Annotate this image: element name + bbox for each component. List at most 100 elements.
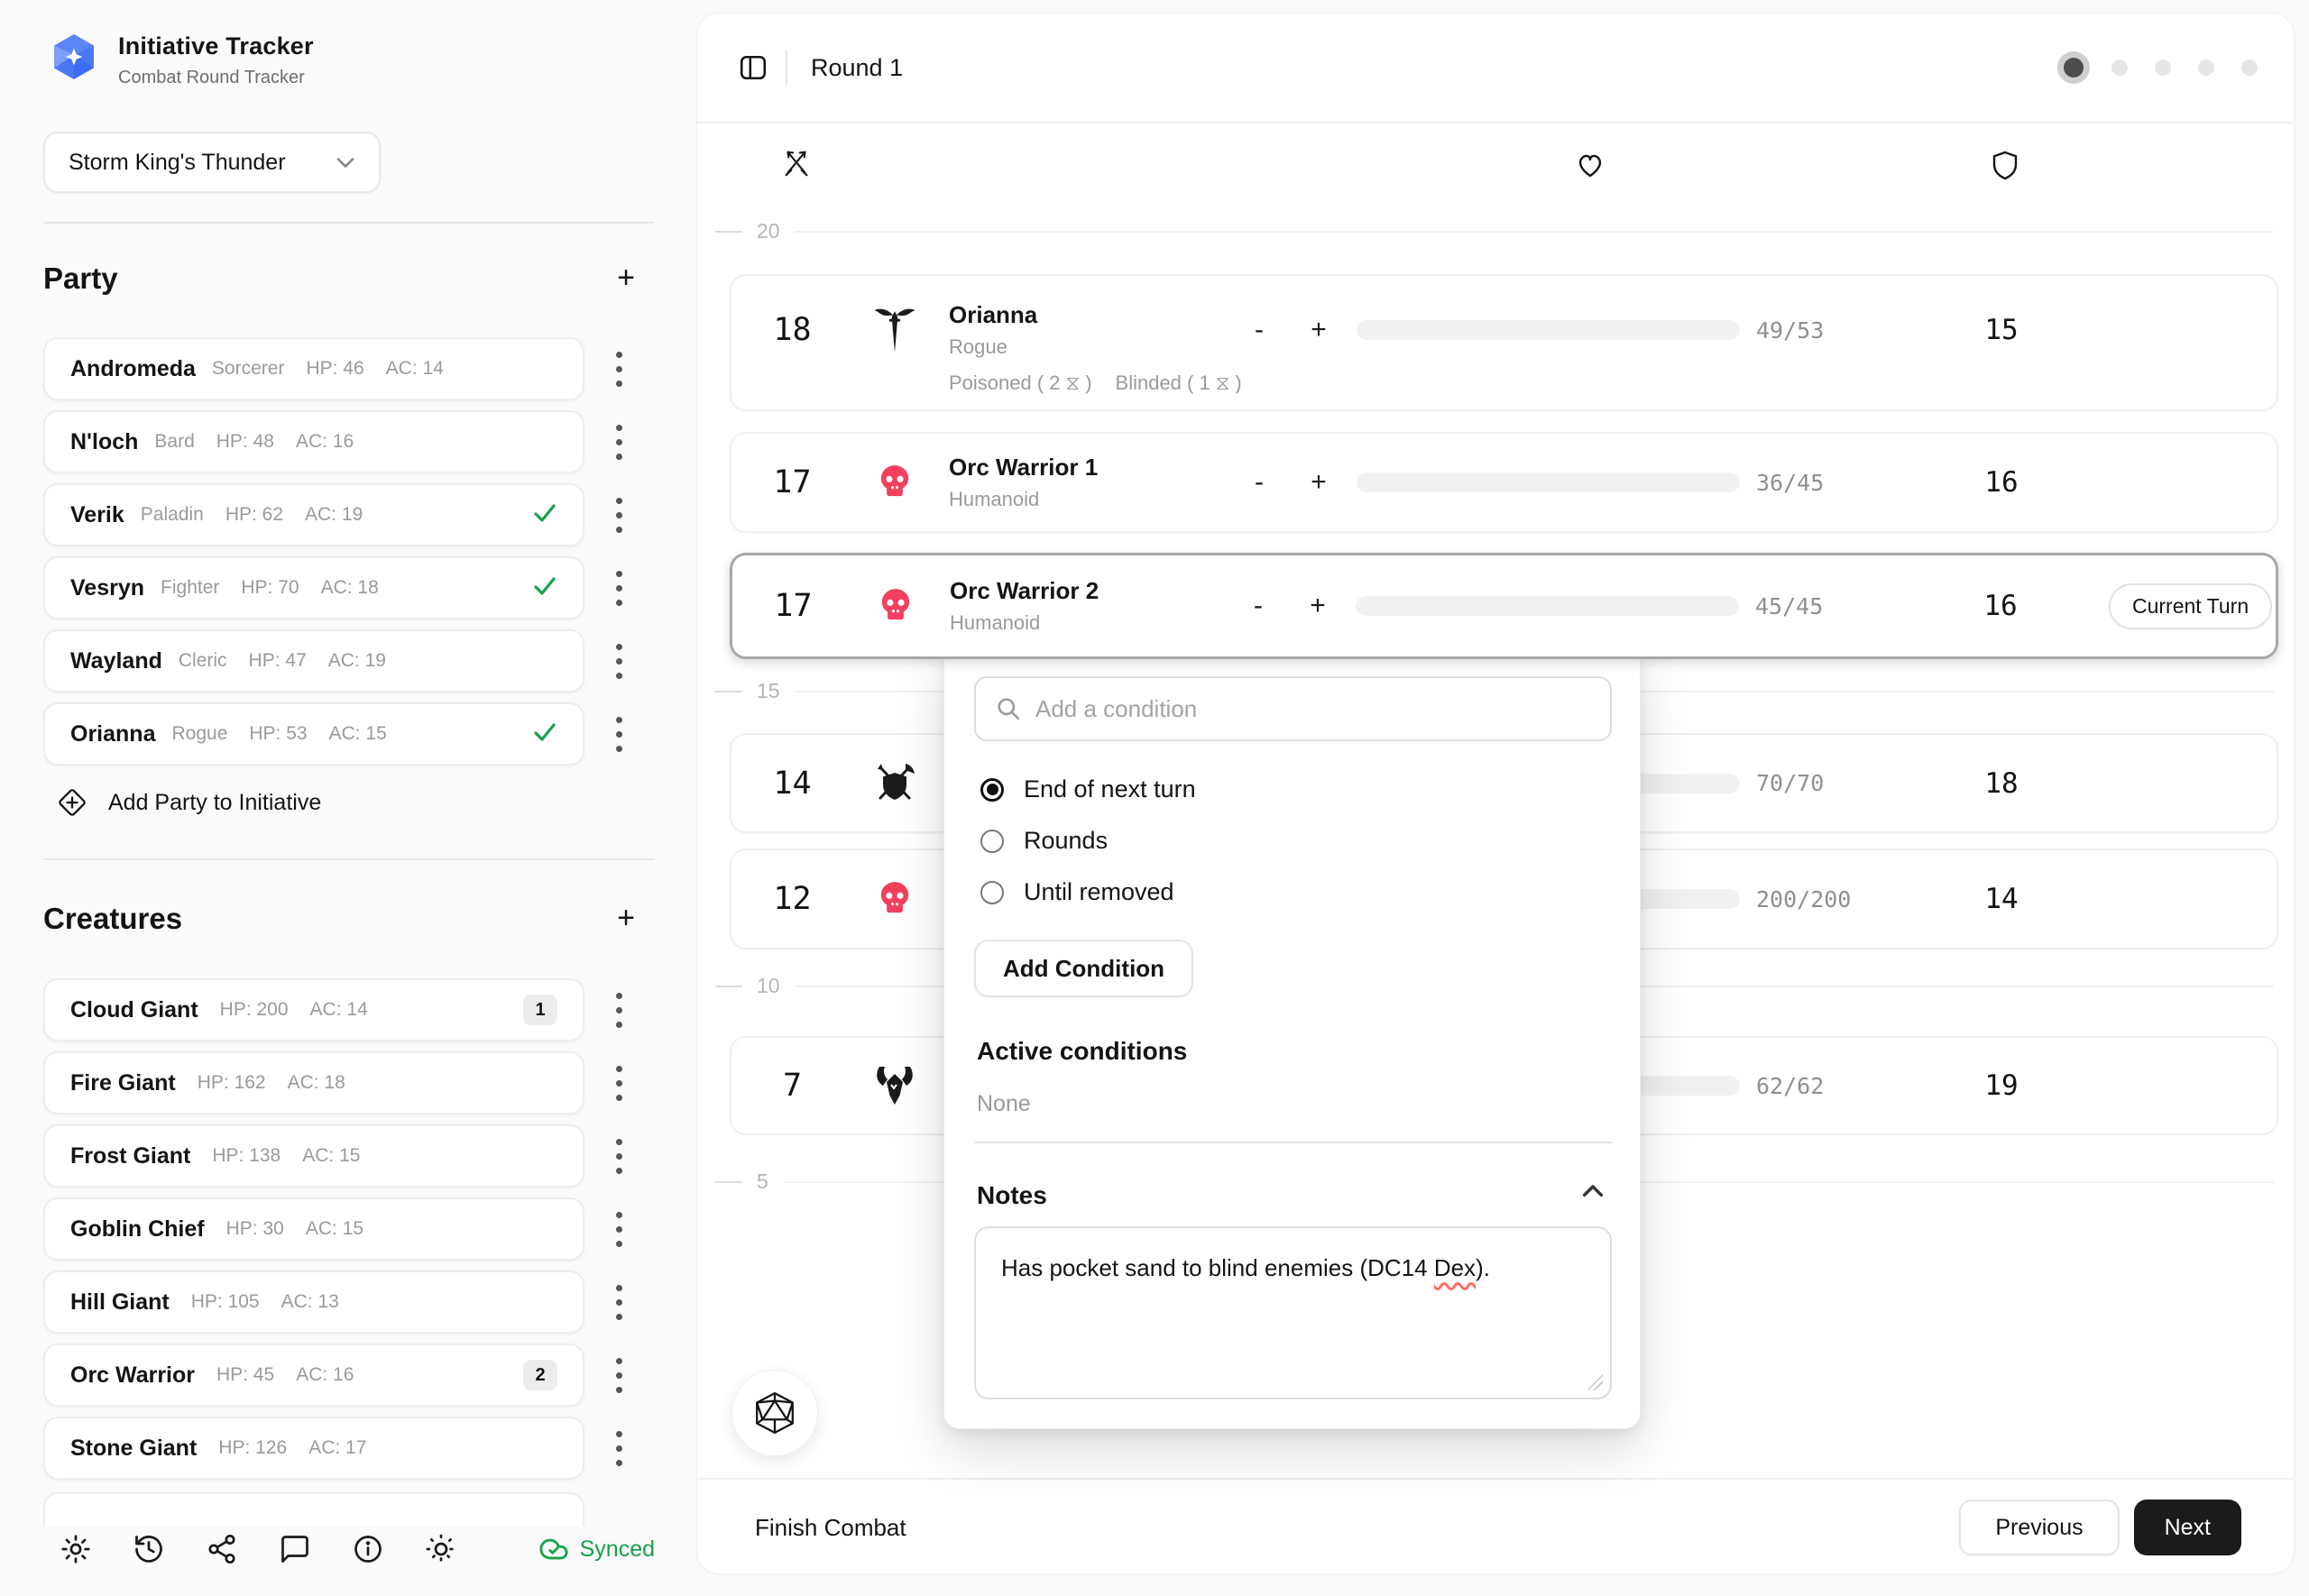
previous-turn-button[interactable]: Previous [1959, 1500, 2120, 1555]
progress-dot[interactable] [2111, 60, 2128, 76]
creature-card[interactable]: Hill Giant HP: 105 AC: 13 [43, 1270, 584, 1334]
sidebar-toggle-button[interactable] [733, 48, 773, 87]
party-member-card[interactable]: Verik Paladin HP: 62 AC: 19 [43, 483, 584, 546]
history-button[interactable] [129, 1524, 169, 1574]
add-party-to-initiative-button[interactable]: Add Party to Initiative [56, 786, 321, 819]
initiative-row[interactable]: 18 Orianna Rogue - + [730, 274, 2278, 411]
chevron-down-icon [336, 158, 354, 168]
add-creature-button[interactable]: + [617, 900, 635, 935]
radio-icon [980, 880, 1004, 904]
settings-button[interactable] [56, 1524, 96, 1574]
app-subtitle: Combat Round Tracker [118, 68, 305, 87]
duration-option-until-removed[interactable]: Until removed [980, 878, 1174, 906]
current-turn-badge: Current Turn [2109, 582, 2273, 629]
initiative-row[interactable]: 17 Orc Warrior 1 Humanoid - + 36/45 16 [730, 432, 2278, 533]
add-condition-button[interactable]: Add Condition [974, 940, 1194, 997]
hp-plus-button[interactable]: + [1310, 591, 1326, 620]
chat-button[interactable] [275, 1524, 315, 1574]
progress-dot[interactable] [2241, 60, 2258, 76]
condition-search[interactable] [974, 676, 1612, 741]
member-menu-button[interactable] [599, 641, 639, 681]
initiative-value: 17 [773, 464, 812, 500]
progress-dot[interactable] [2198, 60, 2214, 76]
active-conditions-heading: Active conditions [977, 1037, 1188, 1065]
next-turn-button[interactable]: Next [2133, 1500, 2241, 1555]
hp-minus-button[interactable]: - [1254, 591, 1263, 620]
creature-card[interactable]: Frost Giant HP: 138 AC: 15 [43, 1124, 584, 1188]
sync-status-label: Synced [579, 1536, 655, 1562]
creature-name: Cloud Giant [70, 996, 198, 1023]
resize-handle[interactable] [1587, 1374, 1603, 1390]
notes-textarea[interactable]: Has pocket sand to blind enemies (DC14 D… [974, 1226, 1612, 1399]
add-party-label: Add Party to Initiative [108, 789, 322, 815]
creature-ac: AC: 15 [302, 1145, 361, 1166]
party-member-card[interactable]: Wayland Cleric HP: 47 AC: 19 [43, 629, 584, 693]
combatant-type: Humanoid [950, 611, 1041, 634]
duration-option-rounds[interactable]: Rounds [980, 827, 1108, 855]
progress-dot[interactable] [2155, 60, 2171, 76]
party-member-card[interactable]: N'loch Bard HP: 48 AC: 16 [43, 410, 584, 473]
creature-card[interactable]: Goblin Chief HP: 30 AC: 15 [43, 1197, 584, 1261]
progress-dot-active[interactable] [2057, 51, 2090, 84]
creature-menu-button[interactable] [599, 1428, 639, 1468]
finish-combat-button[interactable]: Finish Combat [755, 1513, 906, 1541]
member-hp: HP: 70 [241, 577, 299, 598]
combatant-name: Orianna [949, 301, 1038, 328]
gear-icon [61, 1535, 90, 1564]
initiative-ruler-20: 20 [715, 219, 2274, 243]
radio-icon [980, 829, 1004, 853]
hp-minus-button[interactable]: - [1255, 467, 1264, 497]
hp-value: 62/62 [1756, 1072, 1825, 1099]
initiative-column-swords-icon [777, 143, 816, 183]
creature-ac: AC: 14 [309, 999, 368, 1020]
party-row: Andromeda Sorcerer HP: 46 AC: 14 [43, 337, 655, 400]
condition-tags: Poisoned ( 2 ⧖ ) Blinded ( 1 ⧖ ) [949, 371, 1242, 395]
campaign-selector[interactable]: Storm King's Thunder [43, 132, 381, 193]
info-button[interactable] [348, 1524, 388, 1574]
member-menu-button[interactable] [599, 714, 639, 754]
creature-card[interactable]: Orc Warrior HP: 45 AC: 16 2 [43, 1344, 584, 1407]
hp-plus-button[interactable]: + [1311, 315, 1327, 344]
creature-menu-button[interactable] [599, 990, 639, 1030]
ac-value: 16 [1984, 466, 2019, 499]
theme-toggle-button[interactable] [421, 1524, 461, 1574]
party-member-card[interactable]: Orianna Rogue HP: 53 AC: 15 [43, 702, 584, 766]
creature-menu-button[interactable] [599, 1355, 639, 1395]
condition-search-input[interactable] [1035, 694, 1590, 723]
hp-value: 70/70 [1756, 770, 1825, 796]
creature-hp: HP: 126 [218, 1437, 288, 1458]
member-name: Vesryn [70, 574, 145, 601]
radio-label: End of next turn [1024, 775, 1196, 803]
share-button[interactable] [202, 1524, 242, 1574]
member-menu-button[interactable] [599, 568, 639, 608]
notes-collapse-button[interactable] [1582, 1183, 1604, 1202]
add-party-member-button[interactable]: + [617, 260, 635, 295]
combatant-name: Orc Warrior 1 [949, 454, 1099, 481]
initiative-value: 14 [773, 765, 812, 802]
party-member-card[interactable]: Vesryn Fighter HP: 70 AC: 18 [43, 556, 584, 619]
creature-row: Fire Giant HP: 162 AC: 18 [43, 1051, 655, 1114]
initiative-value: 17 [774, 588, 813, 624]
roll-dice-button[interactable] [731, 1370, 818, 1456]
creature-card[interactable]: Cloud Giant HP: 200 AC: 14 1 [43, 978, 584, 1041]
creature-count-badge: 1 [523, 995, 557, 1025]
hp-plus-button[interactable]: + [1311, 467, 1327, 497]
member-menu-button[interactable] [599, 495, 639, 535]
creature-menu-button[interactable] [599, 1209, 639, 1249]
member-ac: AC: 14 [385, 358, 444, 379]
condition-poisoned: Poisoned ( 2 ⧖ ) [949, 371, 1092, 394]
creature-card-partial [43, 1492, 584, 1527]
member-menu-button[interactable] [599, 349, 639, 389]
party-member-card[interactable]: Andromeda Sorcerer HP: 46 AC: 14 [43, 337, 584, 400]
duration-option-end-of-next-turn[interactable]: End of next turn [980, 775, 1196, 803]
member-menu-button[interactable] [599, 422, 639, 462]
hp-minus-button[interactable]: - [1255, 315, 1264, 344]
creature-menu-button[interactable] [599, 1136, 639, 1176]
divider [974, 1142, 1612, 1143]
creature-menu-button[interactable] [599, 1063, 639, 1103]
creature-menu-button[interactable] [599, 1282, 639, 1322]
creature-hp: HP: 162 [197, 1072, 266, 1093]
creature-card[interactable]: Fire Giant HP: 162 AC: 18 [43, 1051, 584, 1114]
creature-card[interactable]: Stone Giant HP: 126 AC: 17 [43, 1417, 584, 1480]
initiative-row-current[interactable]: 17 Orc Warrior 2 Humanoid - + 45/45 16 C… [730, 553, 2278, 659]
